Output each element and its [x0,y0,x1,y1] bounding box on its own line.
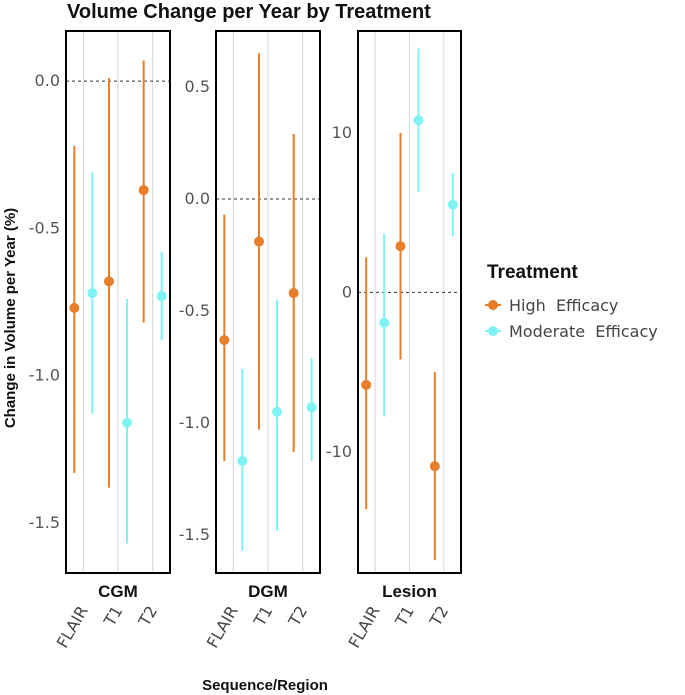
point-dgm-high-efficacy-flair [219,335,230,346]
panel-dgm: 0.5 0.0 -0.5 -1.0 -1.5 DGM FLAIR T1 T2 [179,30,321,652]
x-tick-dgm-flair: FLAIR [203,603,242,652]
y-tick-dgm-3: -1.0 [179,413,210,432]
y-axis-label: Change in Volume per Year (%) [2,208,19,428]
panel-border-cgm [65,30,171,574]
y-tick-lesion-1: 0 [342,282,352,301]
x-tick-lesion-t2: T2 [425,603,452,631]
x-tick-lesion-t1: T1 [391,603,418,631]
legend-key-moderate-efficacy [488,326,498,336]
point-cgm-moderate-efficacy-flair [87,288,98,299]
point-dgm-moderate-efficacy-t2 [306,402,317,413]
legend-items: High Efficacy Moderate Efficacy [485,296,658,341]
legend-label-moderate-efficacy: Moderate Efficacy [509,322,658,341]
y-tick-cgm-3: -1.5 [29,513,60,532]
y-tick-dgm-0: 0.5 [185,77,210,96]
y-tick-cgm-1: -0.5 [29,218,60,237]
point-dgm-high-efficacy-t2 [288,288,299,299]
strip-label-dgm: DGM [248,582,288,601]
point-lesion-high-efficacy-flair [361,379,372,390]
legend-item-moderate-efficacy: Moderate Efficacy [485,322,658,341]
point-lesion-moderate-efficacy-t2 [447,199,458,210]
point-dgm-moderate-efficacy-flair [237,456,248,467]
point-lesion-moderate-efficacy-t1 [413,115,424,126]
point-cgm-moderate-efficacy-t2 [156,291,167,302]
y-tick-cgm-2: -1.0 [29,366,60,385]
point-lesion-moderate-efficacy-flair [379,317,390,328]
point-lesion-high-efficacy-t2 [429,461,440,472]
point-dgm-moderate-efficacy-t1 [272,406,282,417]
legend-label-high-efficacy: High Efficacy [509,296,618,315]
strip-label-lesion: Lesion [382,582,437,601]
panel-lesion: 10 0 -10 Lesion FLAIR T1 T2 [326,30,462,652]
point-dgm-high-efficacy-t1 [254,236,264,247]
x-tick-lesion-flair: FLAIR [345,603,384,652]
x-tick-cgm-t2: T2 [134,603,161,631]
y-tick-lesion-0: 10 [332,123,352,142]
point-cgm-high-efficacy-t2 [138,185,149,196]
legend-item-high-efficacy: High Efficacy [485,296,618,315]
x-tick-cgm-flair: FLAIR [53,603,92,652]
legend: Treatment High Efficacy Moderate Efficacy [485,262,658,341]
chart-title: Volume Change per Year by Treatment [67,1,431,23]
y-tick-dgm-2: -0.5 [179,301,210,320]
panel-border-dgm [215,30,321,574]
y-tick-dgm-4: -1.5 [179,525,210,544]
strip-label-cgm: CGM [98,582,138,601]
y-tick-dgm-1: 0.0 [185,189,210,208]
point-cgm-moderate-efficacy-t1 [122,417,132,428]
x-tick-dgm-t2: T2 [284,603,311,631]
y-tick-lesion-2: -10 [326,442,352,461]
point-cgm-high-efficacy-t1 [104,276,114,287]
point-cgm-high-efficacy-flair [69,302,80,313]
x-tick-cgm-t1: T1 [100,603,127,631]
legend-key-high-efficacy [488,300,498,310]
y-tick-cgm-0: 0.0 [35,71,60,90]
point-lesion-high-efficacy-t1 [395,241,406,252]
panel-cgm: 0.0 -0.5 -1.0 -1.5 CGM FLAIR T1 T2 [29,30,171,652]
panel-border-lesion [357,30,462,574]
x-axis-label: Sequence/Region [202,677,328,694]
legend-title: Treatment [487,262,578,283]
x-tick-dgm-t1: T1 [250,603,277,631]
